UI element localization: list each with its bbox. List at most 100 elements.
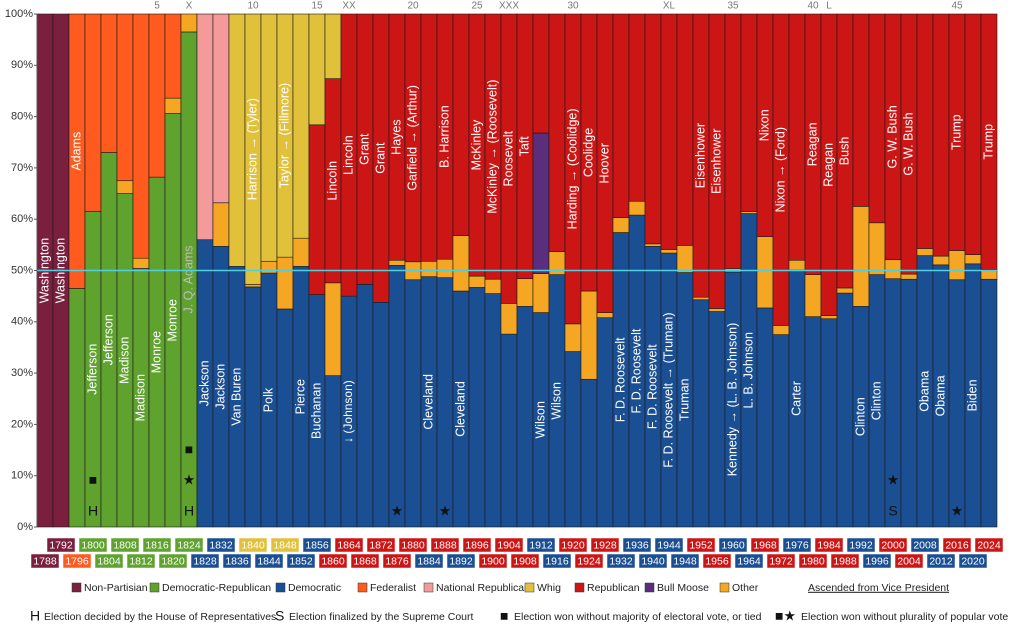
year-box: [766, 553, 796, 569]
bar-segment: [916, 13, 934, 249]
year-box: [910, 537, 940, 553]
x-tick-label: 1892: [449, 555, 473, 567]
candidate-label: Roosevelt: [501, 130, 515, 186]
year-box: [174, 537, 204, 553]
bar-segment: [516, 306, 534, 528]
bar-segment: [484, 278, 502, 294]
legend-swatch: [357, 582, 368, 593]
top-label: 25: [471, 1, 483, 12]
bar-segment: [116, 13, 134, 182]
year-box: [158, 553, 188, 569]
year-box: [62, 553, 92, 569]
year-box: [286, 553, 316, 569]
bar-segment: [548, 13, 566, 252]
year-box: [606, 553, 636, 569]
bar-segment: [308, 124, 326, 295]
note-symbol: ★: [951, 502, 964, 518]
note-symbol: H: [88, 502, 98, 518]
x-tick-label: 1936: [625, 539, 649, 551]
legend-swatch: [423, 582, 434, 593]
bar-segment: [948, 279, 966, 528]
note-symbol: S: [888, 502, 897, 518]
candidate-label: G. W. Bush: [901, 112, 915, 175]
year-box: [734, 553, 764, 569]
bar-segment: [628, 200, 646, 216]
candidate-label: F. D. Roosevelt: [645, 344, 659, 429]
bar-segment: [404, 279, 422, 528]
legend-swatch: [71, 582, 82, 593]
year-box: [574, 553, 604, 569]
top-label: X: [186, 1, 193, 12]
bar-segment: [868, 222, 886, 275]
candidate-label: Cleveland: [421, 374, 435, 430]
bar-segment: [500, 333, 518, 528]
bar-segment: [692, 299, 710, 528]
x-tick-label: 1976: [785, 539, 809, 551]
note-symbol: ★: [887, 472, 900, 488]
x-tick-label: 1964: [737, 555, 761, 567]
bar-segment: [324, 375, 342, 528]
x-tick-label: 1924: [577, 555, 601, 567]
year-box: [974, 537, 1004, 553]
bar-segment: [772, 334, 790, 528]
top-label: 45: [951, 1, 963, 12]
year-box: [942, 537, 972, 553]
year-box: [350, 553, 380, 569]
bar-segment: [852, 13, 870, 207]
year-box: [670, 553, 700, 569]
legend-label: Bull Moose: [657, 582, 709, 594]
candidate-label: Wilson: [533, 401, 547, 439]
candidate-label: Coolidge: [581, 128, 595, 177]
note-symbol: ■: [185, 441, 193, 457]
legend-label: National Republican: [436, 582, 530, 594]
bar-segment: [276, 308, 294, 528]
legend-swatch: [275, 582, 286, 593]
candidate-label: Taylor → (Fillmore): [277, 83, 291, 189]
bar-segment: [468, 287, 486, 528]
x-tick-label: 1812: [129, 555, 153, 567]
candidate-label: Obama: [917, 371, 931, 412]
bar-segment: [148, 13, 166, 178]
x-tick-label: 1980: [801, 555, 825, 567]
x-tick-label: 1928: [593, 539, 617, 551]
y-tick-label: 90%: [11, 59, 33, 71]
bar-segment: [532, 132, 550, 274]
legend-swatch: [644, 582, 655, 593]
top-label: XXX: [499, 1, 519, 12]
year-box: [238, 537, 268, 553]
bar-segment: [788, 259, 806, 271]
bar-segment: [804, 316, 822, 528]
candidate-label: Monroe: [149, 331, 163, 373]
bar-segment: [788, 13, 806, 261]
bar-segment: [532, 13, 550, 134]
x-tick-label: 1860: [321, 555, 345, 567]
bar-segment: [820, 315, 838, 320]
bar-segment: [724, 13, 742, 269]
year-box: [830, 553, 860, 569]
x-tick-label: 1880: [401, 539, 425, 551]
top-label: XX: [342, 1, 356, 12]
x-tick-label: 1864: [337, 539, 361, 551]
bar-segment: [452, 13, 470, 236]
year-box: [798, 553, 828, 569]
note-symbol: ★: [183, 472, 196, 488]
year-box: [654, 537, 684, 553]
year-box: [814, 537, 844, 553]
x-tick-label: 1788: [33, 555, 57, 567]
bar-segment: [596, 312, 614, 318]
x-tick-label: 1792: [49, 539, 73, 551]
year-box: [190, 553, 220, 569]
candidate-label: Grant: [373, 142, 387, 174]
bar-segment: [164, 13, 182, 99]
x-tick-label: 1900: [481, 555, 505, 567]
x-tick-label: 1896: [465, 539, 489, 551]
x-tick-label: 1932: [609, 555, 633, 567]
bar-segment: [964, 13, 982, 255]
year-box: [510, 553, 540, 569]
candidate-label: Pierce: [293, 379, 307, 414]
candidate-label: F. D. Roosevelt → (Truman): [661, 312, 675, 467]
bar-segment: [564, 323, 582, 352]
legend-label: Non-Partisian: [84, 582, 148, 594]
bar-segment: [884, 278, 902, 528]
bar-segment: [932, 13, 950, 257]
